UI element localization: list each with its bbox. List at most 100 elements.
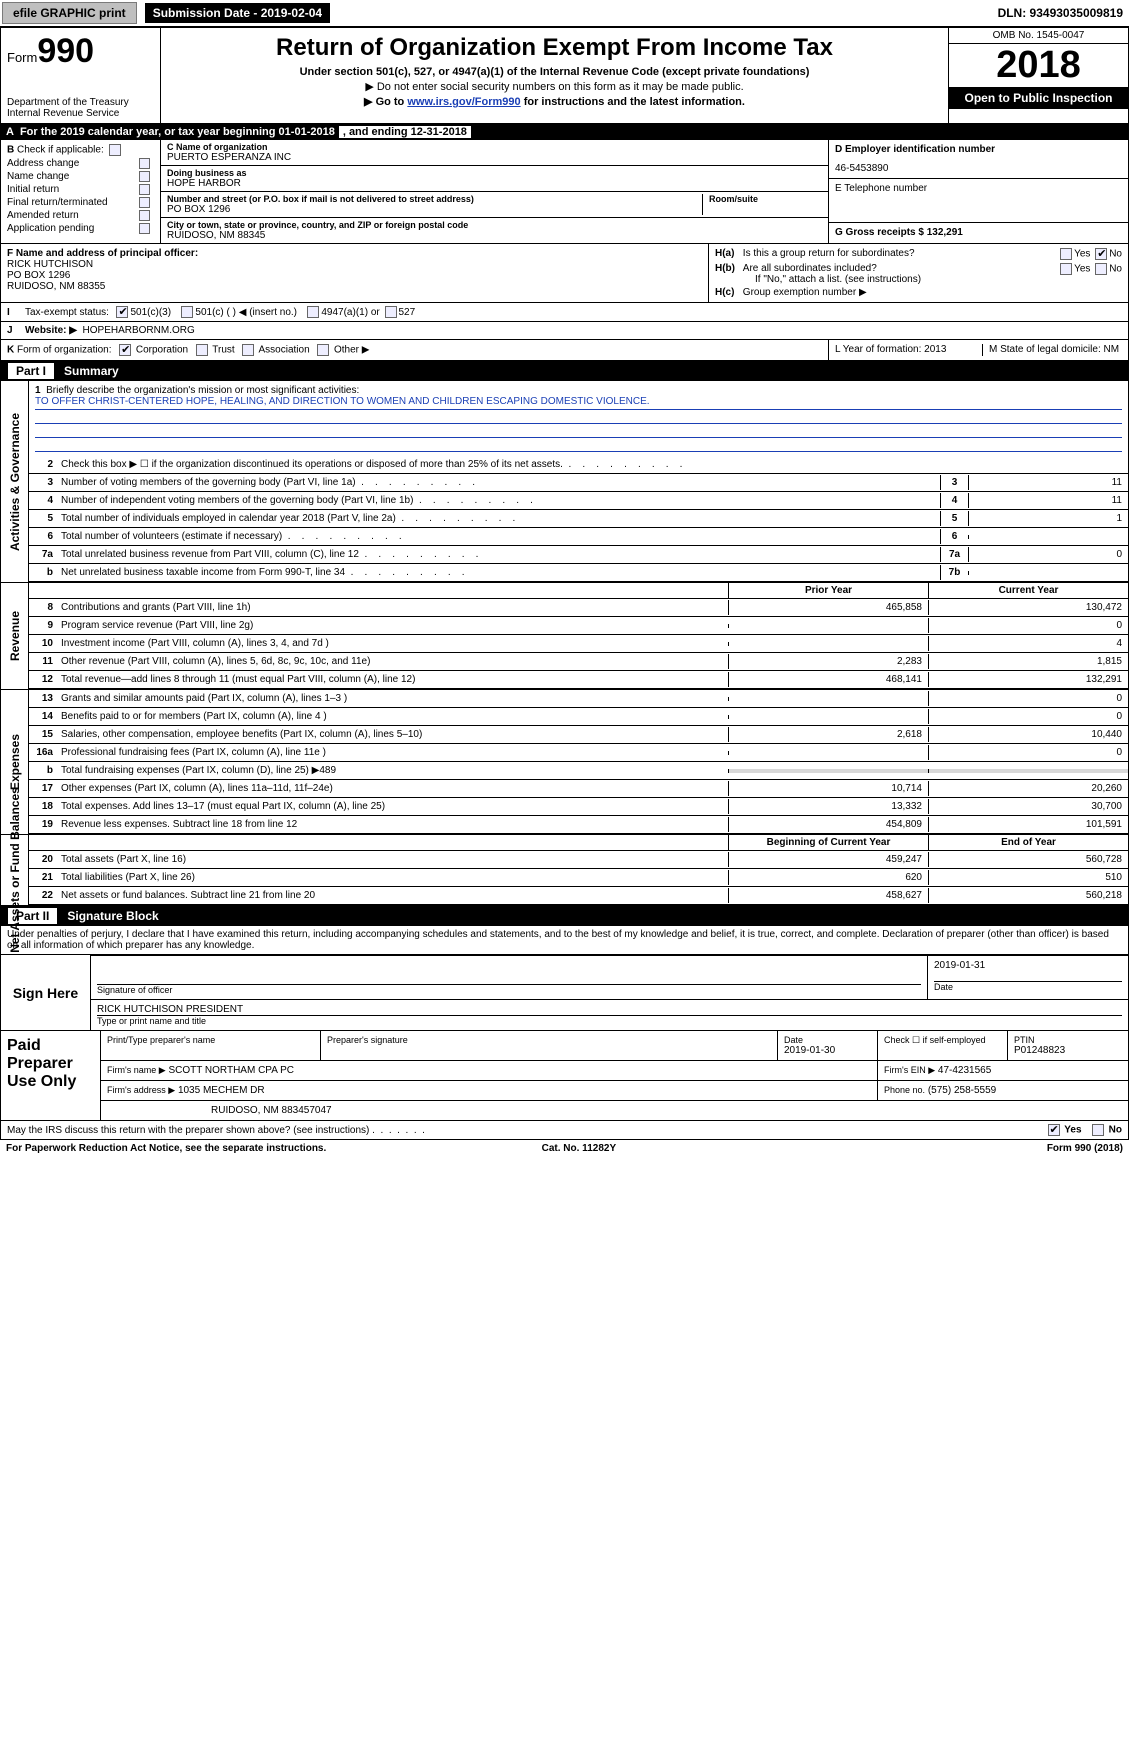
dln: DLN: 93493035009819	[998, 6, 1129, 20]
b-item-check[interactable]	[139, 171, 150, 182]
form-number: Form990	[7, 32, 154, 71]
hb-yes: Yes	[1074, 264, 1090, 275]
k-o2: Trust	[212, 345, 234, 356]
ha-label: H(a)	[715, 248, 734, 259]
c-city-box: City or town, state or province, country…	[161, 218, 828, 243]
governance-section: Activities & Governance 1 Briefly descri…	[0, 381, 1129, 583]
b-check-line: Amended return	[7, 210, 154, 221]
mission-blank2	[35, 424, 1122, 438]
c-dba-box: Doing business as HOPE HARBOR	[161, 166, 828, 192]
line-num: 3	[29, 475, 57, 490]
ein-value: 46-5453890	[835, 163, 1122, 174]
mission-blank3	[35, 438, 1122, 452]
fin-line: 12Total revenue—add lines 8 through 11 (…	[29, 671, 1128, 689]
k-trust-check[interactable]	[196, 344, 208, 356]
j-row: J Website: ▶ HOPEHARBORNM.ORG	[0, 322, 1129, 340]
ptin-label: PTIN	[1014, 1035, 1122, 1045]
part2-header: Part II Signature Block	[0, 906, 1129, 926]
current-val: 0	[928, 618, 1128, 633]
fin-line: bTotal fundraising expenses (Part IX, co…	[29, 762, 1128, 780]
fin-line: 13Grants and similar amounts paid (Part …	[29, 690, 1128, 708]
hb-no-check[interactable]	[1095, 263, 1107, 275]
line-num: 9	[29, 618, 57, 633]
ha-no: No	[1109, 249, 1122, 260]
hc-text: Group exemption number ▶	[743, 287, 867, 298]
line-text: Total assets (Part X, line 16)	[57, 852, 728, 867]
i-o1: 501(c)(3)	[130, 307, 171, 318]
b-item-check[interactable]	[139, 197, 150, 208]
prior-val	[728, 624, 928, 628]
form-header: Form990 Department of the Treasury Inter…	[0, 27, 1129, 124]
form-title: Return of Organization Exempt From Incom…	[171, 34, 938, 62]
firm-ein: 47-4231565	[938, 1065, 991, 1076]
line-text: Contributions and grants (Part VIII, lin…	[57, 600, 728, 615]
b-item-check[interactable]	[139, 223, 150, 234]
prior-val	[728, 642, 928, 646]
hb-yes-check[interactable]	[1060, 263, 1072, 275]
hb-line: H(b) Are all subordinates included? Yes …	[715, 263, 1122, 274]
b-check-line: Application pending	[7, 223, 154, 234]
discuss-text: May the IRS discuss this return with the…	[7, 1125, 369, 1136]
b-item-check[interactable]	[139, 158, 150, 169]
fin-line: 19Revenue less expenses. Subtract line 1…	[29, 816, 1128, 834]
b-item-check[interactable]	[139, 210, 150, 221]
b-column: B Check if applicable: Address changeNam…	[1, 140, 161, 243]
line-text: Total expenses. Add lines 13–17 (must eq…	[57, 799, 728, 814]
discuss-no-check[interactable]	[1092, 1124, 1104, 1136]
firm-addr1: 1035 MECHEM DR	[178, 1085, 265, 1096]
i-o3: 4947(a)(1) or	[321, 307, 379, 318]
subtitle-1: Under section 501(c), 527, or 4947(a)(1)…	[171, 66, 938, 78]
efile-button[interactable]: efile GRAPHIC print	[2, 2, 137, 24]
k-other-check[interactable]	[317, 344, 329, 356]
tax-year: 2018	[949, 44, 1128, 87]
b-item-check[interactable]	[139, 184, 150, 195]
f-label: F Name and address of principal officer:	[7, 248, 702, 259]
firm-ein-label: Firm's EIN ▶	[884, 1065, 935, 1075]
end-year-header: End of Year	[928, 835, 1128, 850]
mission-block: 1 Briefly describe the organization's mi…	[29, 381, 1128, 456]
firm-name: SCOTT NORTHAM CPA PC	[168, 1065, 294, 1076]
b-item-label: Initial return	[7, 184, 59, 195]
b-item-label: Amended return	[7, 210, 79, 221]
fin-line: 18Total expenses. Add lines 13–17 (must …	[29, 798, 1128, 816]
discuss-no: No	[1109, 1125, 1122, 1136]
ha-no-check[interactable]	[1095, 248, 1107, 260]
c-column: C Name of organization PUERTO ESPERANZA …	[161, 140, 828, 243]
b-main-check[interactable]	[109, 144, 121, 156]
i-4947-check[interactable]	[307, 306, 319, 318]
revenue-body: Prior Year Current Year 8Contributions a…	[29, 583, 1128, 689]
k-assoc-check[interactable]	[242, 344, 254, 356]
line-num: 12	[29, 672, 57, 687]
k-corp-check[interactable]	[119, 344, 131, 356]
line-text: Check this box ▶ ☐ if the organization d…	[57, 457, 1128, 472]
form-no: 990	[37, 32, 94, 70]
line-num: 4	[29, 493, 57, 508]
i-527-check[interactable]	[385, 306, 397, 318]
i-501c-check[interactable]	[181, 306, 193, 318]
gov-line: 3Number of voting members of the governi…	[29, 474, 1128, 492]
discuss-yes-check[interactable]	[1048, 1124, 1060, 1136]
line-text: Salaries, other compensation, employee b…	[57, 727, 728, 742]
b-label: B	[7, 145, 14, 156]
gov-line: bNet unrelated business taxable income f…	[29, 564, 1128, 582]
firm-addr2: RUIDOSO, NM 883457047	[101, 1101, 1128, 1120]
i-501c3-check[interactable]	[116, 306, 128, 318]
line-num: 21	[29, 870, 57, 885]
prior-val	[728, 751, 928, 755]
current-year-header: Current Year	[928, 583, 1128, 598]
prior-val: 458,627	[728, 888, 928, 903]
ha-yes-check[interactable]	[1060, 248, 1072, 260]
prior-val	[728, 715, 928, 719]
hb-label: H(b)	[715, 263, 735, 274]
current-val: 560,728	[928, 852, 1128, 867]
signature-block: Under penalties of perjury, I declare th…	[0, 926, 1129, 1031]
line-num: 8	[29, 600, 57, 615]
b-check-line: Name change	[7, 171, 154, 182]
klm-row: K Form of organization: Corporation Trus…	[0, 340, 1129, 361]
prior-val: 459,247	[728, 852, 928, 867]
fin-line: 8Contributions and grants (Part VIII, li…	[29, 599, 1128, 617]
gov-line: 7aTotal unrelated business revenue from …	[29, 546, 1128, 564]
net-body: Beginning of Current Year End of Year 20…	[29, 835, 1128, 905]
instructions-link[interactable]: www.irs.gov/Form990	[407, 96, 520, 108]
mission-intro: Briefly describe the organization's miss…	[46, 385, 359, 396]
